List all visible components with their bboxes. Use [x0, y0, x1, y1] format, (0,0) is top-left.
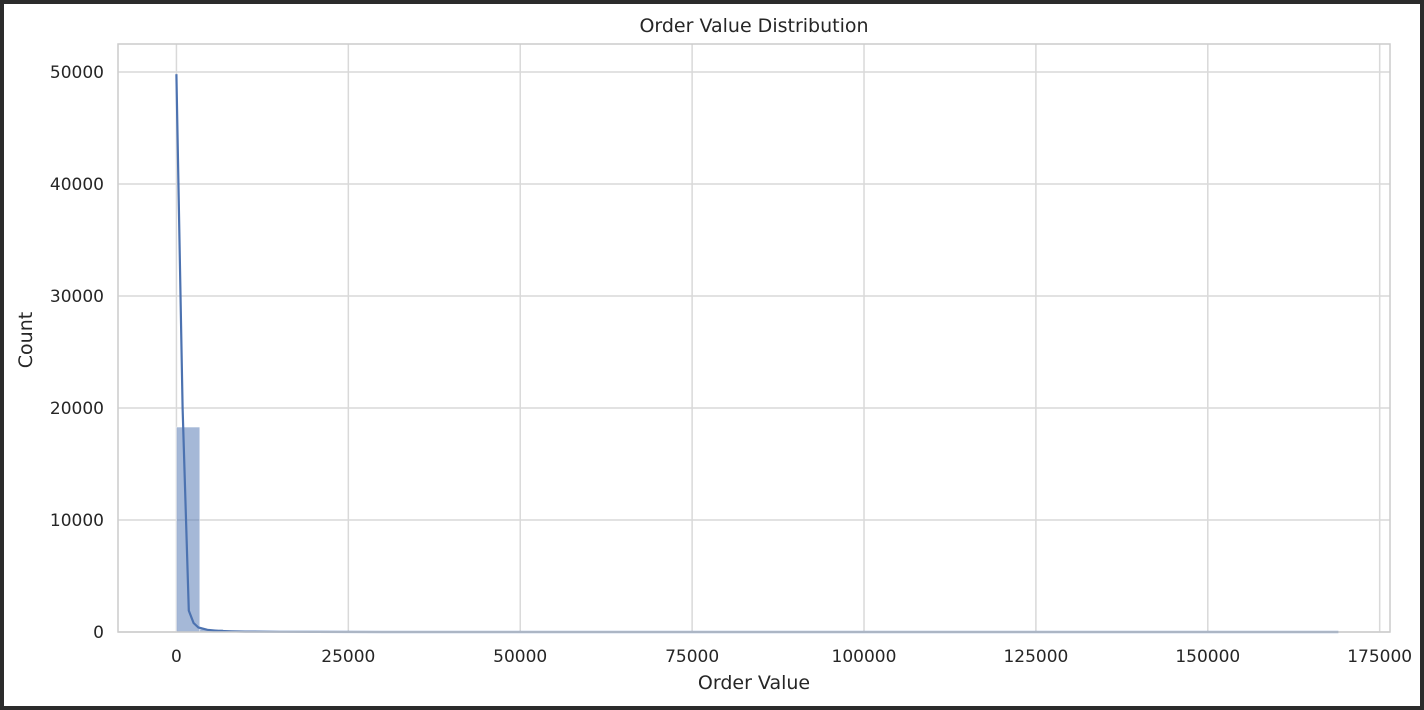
- kde-curve: [175, 74, 1339, 634]
- x-tick-labels: 0 25000 50000 75000 100000 125000 150000 175000: [171, 647, 1412, 667]
- plot-border: [117, 43, 1391, 633]
- x-tick-label: 25000: [321, 647, 375, 667]
- chart-frame: Order Value Distribution 0 25000 50000 7500…: [4, 4, 1420, 706]
- y-tick-label: 10000: [50, 511, 104, 531]
- y-tick-label: 50000: [50, 63, 104, 83]
- x-tick-label: 75000: [665, 647, 719, 667]
- y-tick-labels: 0 10000 20000 30000 40000 50000: [50, 63, 104, 643]
- y-tick-label: 0: [93, 623, 104, 643]
- x-tick-label: 125000: [1003, 647, 1068, 667]
- y-tick-label: 20000: [50, 399, 104, 419]
- bars-layer: [176, 426, 294, 633]
- chart-title: Order Value Distribution: [639, 15, 868, 37]
- grid-layer: [118, 44, 1390, 633]
- y-axis-label: Count: [15, 312, 37, 368]
- x-tick-label: 175000: [1347, 647, 1412, 667]
- y-tick-label: 40000: [50, 175, 104, 195]
- histogram-chart: Order Value Distribution 0 25000 50000 7500…: [15, 15, 1412, 694]
- x-tick-label: 100000: [832, 647, 897, 667]
- x-tick-label: 50000: [493, 647, 547, 667]
- kde-layer: [175, 74, 1339, 634]
- x-axis-label: Order Value: [698, 672, 810, 694]
- x-tick-label: 0: [171, 647, 182, 667]
- x-tick-label: 150000: [1175, 647, 1240, 667]
- y-tick-label: 30000: [50, 287, 104, 307]
